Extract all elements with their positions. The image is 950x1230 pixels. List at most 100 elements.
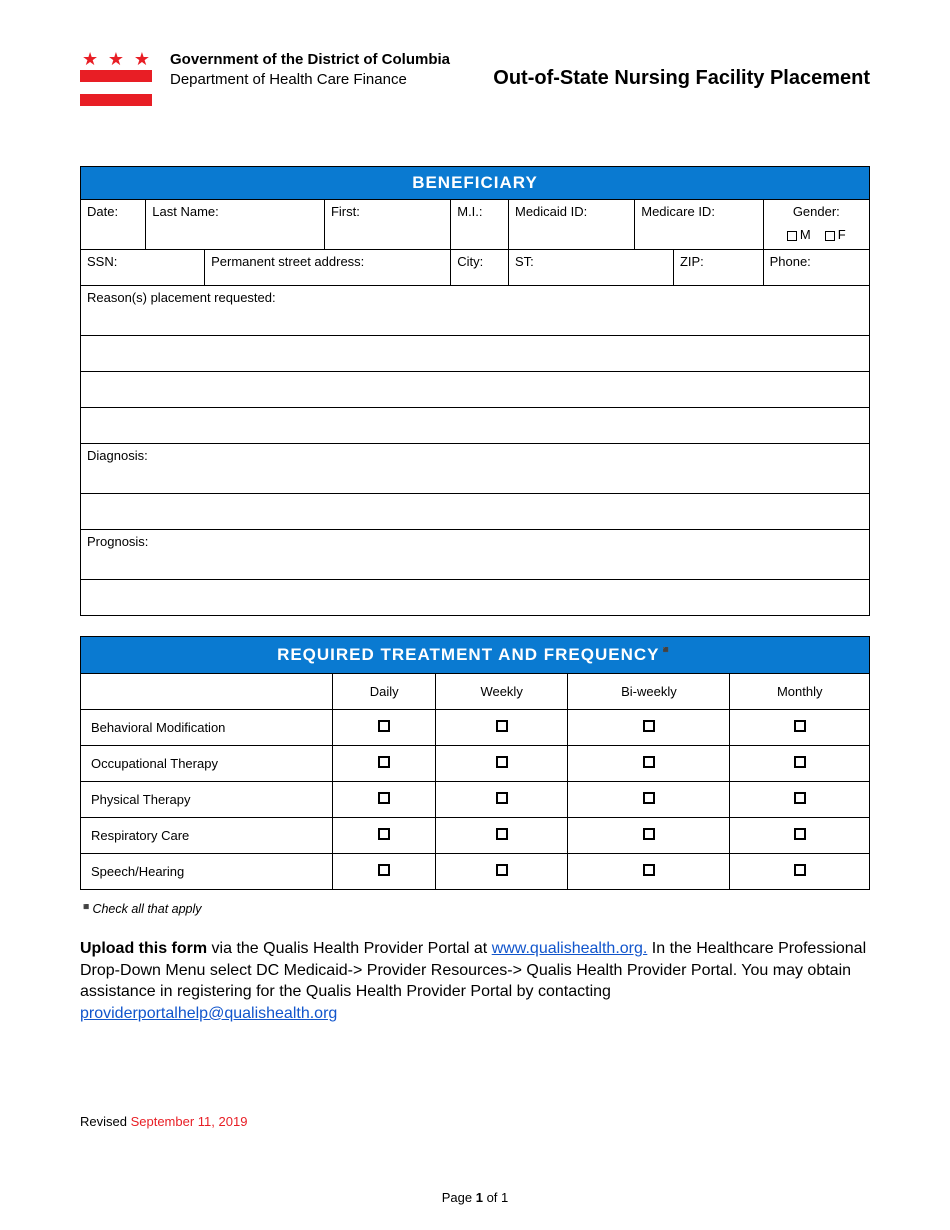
treatment-check[interactable] — [730, 782, 870, 818]
checkbox-icon — [496, 828, 508, 840]
checkbox-icon — [794, 828, 806, 840]
field-last-name[interactable]: Last Name: — [146, 200, 325, 250]
treatment-check[interactable] — [333, 818, 435, 854]
checkbox-icon — [794, 756, 806, 768]
treatment-label: Speech/Hearing — [81, 854, 333, 890]
checkbox-icon — [378, 756, 390, 768]
field-gender: Gender: M F — [763, 200, 869, 250]
treatment-check[interactable] — [568, 710, 730, 746]
checkbox-icon — [496, 756, 508, 768]
field-zip[interactable]: ZIP: — [673, 250, 763, 286]
field-first-name[interactable]: First: — [324, 200, 450, 250]
instructions: Upload this form via the Qualis Health P… — [80, 938, 870, 1024]
field-medicare-id[interactable]: Medicare ID: — [635, 200, 763, 250]
treatment-check[interactable] — [333, 746, 435, 782]
treatment-check[interactable] — [435, 854, 568, 890]
gender-label: Gender: — [793, 204, 840, 219]
treatment-check[interactable] — [435, 710, 568, 746]
treatment-col-blank — [81, 674, 333, 710]
checkbox-icon — [643, 720, 655, 732]
treatment-check[interactable] — [568, 854, 730, 890]
treatment-col-monthly: Monthly — [730, 674, 870, 710]
checkbox-icon — [787, 231, 797, 241]
section-header-treatment: REQUIRED TREATMENT AND FREQUENCY◾ — [81, 637, 870, 674]
field-reason-line-4[interactable] — [81, 408, 870, 444]
field-medicaid-id[interactable]: Medicaid ID: — [508, 200, 634, 250]
page-number: Page 1 of 1 — [0, 1190, 950, 1205]
dc-flag-icon: ★★★ — [80, 50, 152, 106]
treatment-row: Physical Therapy — [81, 782, 870, 818]
treatment-check[interactable] — [730, 710, 870, 746]
checkbox-icon — [496, 792, 508, 804]
checkbox-icon — [643, 864, 655, 876]
checkbox-icon — [794, 864, 806, 876]
treatment-header-row: Daily Weekly Bi-weekly Monthly — [81, 674, 870, 710]
treatment-check[interactable] — [568, 818, 730, 854]
checkbox-icon — [496, 720, 508, 732]
checkbox-icon — [496, 864, 508, 876]
revised: Revised September 11, 2019 — [80, 1114, 870, 1129]
checkbox-icon — [643, 792, 655, 804]
treatment-row: Respiratory Care — [81, 818, 870, 854]
checkbox-icon — [794, 720, 806, 732]
checkbox-icon — [794, 792, 806, 804]
treatment-check[interactable] — [435, 746, 568, 782]
field-reason[interactable]: Reason(s) placement requested: — [81, 286, 870, 336]
gender-f-option[interactable]: F — [825, 227, 846, 242]
beneficiary-row-1: Date: Last Name: First: M.I.: Medicaid I… — [81, 200, 870, 250]
treatment-check[interactable] — [568, 746, 730, 782]
header: ★★★ Government of the District of Columb… — [80, 50, 870, 106]
field-address[interactable]: Permanent street address: — [205, 250, 451, 286]
gov-text: Government of the District of Columbia D… — [170, 50, 475, 91]
checkbox-icon — [643, 756, 655, 768]
field-reason-line-3[interactable] — [81, 372, 870, 408]
treatment-check[interactable] — [568, 782, 730, 818]
footnote: ◾Check all that apply — [80, 902, 870, 916]
gov-name: Government of the District of Columbia — [170, 50, 475, 70]
checkbox-icon — [378, 828, 390, 840]
checkbox-icon — [643, 828, 655, 840]
field-diagnosis-line-2[interactable] — [81, 494, 870, 530]
treatment-col-biweekly: Bi-weekly — [568, 674, 730, 710]
field-prognosis-line-2[interactable] — [81, 580, 870, 616]
link-qualishealth[interactable]: www.qualishealth.org. — [492, 940, 648, 957]
field-diagnosis[interactable]: Diagnosis: — [81, 444, 870, 494]
treatment-check[interactable] — [333, 710, 435, 746]
treatment-col-weekly: Weekly — [435, 674, 568, 710]
field-ssn[interactable]: SSN: — [81, 250, 205, 286]
field-reason-line-2[interactable] — [81, 336, 870, 372]
treatment-label: Physical Therapy — [81, 782, 333, 818]
field-prognosis[interactable]: Prognosis: — [81, 530, 870, 580]
treatment-check[interactable] — [730, 854, 870, 890]
treatment-label: Behavioral Modification — [81, 710, 333, 746]
field-phone[interactable]: Phone: — [763, 250, 869, 286]
field-mi[interactable]: M.I.: — [451, 200, 509, 250]
form-title: Out-of-State Nursing Facility Placement — [493, 67, 870, 90]
treatment-check[interactable] — [435, 782, 568, 818]
gender-m-option[interactable]: M — [787, 227, 811, 242]
treatment-table: REQUIRED TREATMENT AND FREQUENCY◾ Daily … — [80, 636, 870, 890]
beneficiary-table: BENEFICIARY Date: Last Name: First: M.I.… — [80, 166, 870, 616]
section-header-beneficiary: BENEFICIARY — [81, 167, 870, 200]
treatment-label: Occupational Therapy — [81, 746, 333, 782]
treatment-check[interactable] — [435, 818, 568, 854]
link-providerportal-email[interactable]: providerportalhelp@qualishealth.org — [80, 1005, 337, 1022]
field-date[interactable]: Date: — [81, 200, 146, 250]
treatment-check[interactable] — [730, 818, 870, 854]
treatment-row: Speech/Hearing — [81, 854, 870, 890]
treatment-check[interactable] — [333, 782, 435, 818]
revised-date: September 11, 2019 — [131, 1114, 248, 1129]
field-city[interactable]: City: — [451, 250, 509, 286]
treatment-check[interactable] — [730, 746, 870, 782]
checkbox-icon — [378, 864, 390, 876]
checkbox-icon — [825, 231, 835, 241]
treatment-label: Respiratory Care — [81, 818, 333, 854]
treatment-row: Occupational Therapy — [81, 746, 870, 782]
checkbox-icon — [378, 720, 390, 732]
checkbox-icon — [378, 792, 390, 804]
treatment-row: Behavioral Modification — [81, 710, 870, 746]
treatment-check[interactable] — [333, 854, 435, 890]
treatment-col-daily: Daily — [333, 674, 435, 710]
field-st[interactable]: ST: — [508, 250, 673, 286]
dept-name: Department of Health Care Finance — [170, 70, 475, 90]
